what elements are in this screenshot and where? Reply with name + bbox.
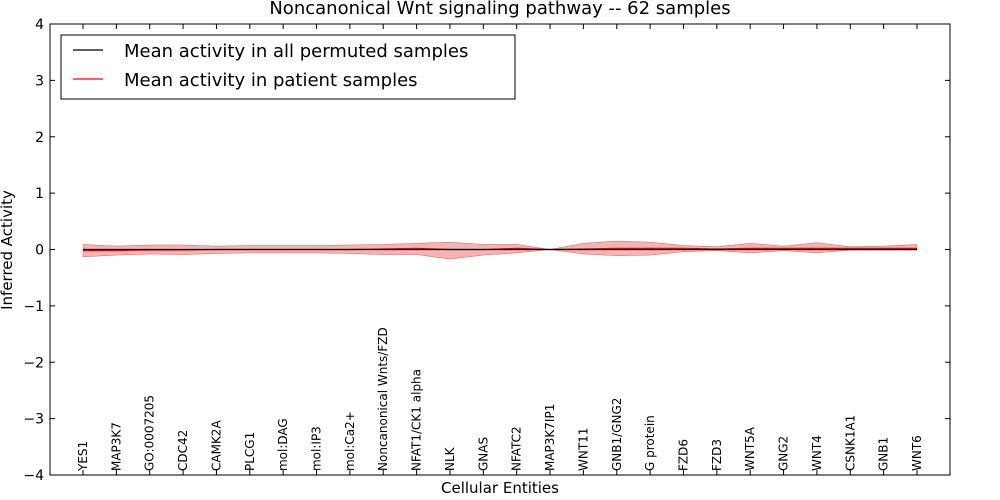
x-tick-label: CSNK1A1 xyxy=(843,415,857,471)
x-tick-label: Noncanonical Wnts/FZD xyxy=(376,327,390,471)
legend-box xyxy=(60,34,516,100)
x-tick-label: MAP3K7 xyxy=(109,422,123,471)
y-tick-label: 2 xyxy=(35,130,44,146)
x-tick-label: GNG2 xyxy=(777,436,791,471)
y-axis: −4 −3 −2 −1 0 1 2 3 4 xyxy=(23,17,950,484)
x-tick-label: YES1 xyxy=(76,441,90,472)
x-axis-label: Cellular Entities xyxy=(441,479,559,497)
y-tick-label: −2 xyxy=(23,355,44,371)
legend: Mean activity in all permuted samples Me… xyxy=(60,34,516,100)
x-tick-label: CDC42 xyxy=(176,430,190,471)
x-axis: YES1 MAP3K7 GO:0007205 CDC42 CAMK2A PLCG1 mol:… xyxy=(76,24,924,475)
x-tick-label: MAP3K7IP1 xyxy=(543,404,557,471)
x-tick-label: GNAS xyxy=(476,437,490,471)
x-tick-label: mol:DAG xyxy=(276,418,290,471)
y-tick-label: 0 xyxy=(35,243,44,259)
x-tick-label: FZD3 xyxy=(710,439,724,471)
x-tick-label: FZD6 xyxy=(676,439,690,471)
x-tick-label: NLK xyxy=(443,446,457,471)
legend-label-permuted: Mean activity in all permuted samples xyxy=(124,41,468,62)
x-tick-label: WNT5A xyxy=(743,426,757,471)
x-tick-label: WNT11 xyxy=(576,428,590,471)
legend-label-patient: Mean activity in patient samples xyxy=(124,70,418,91)
series-line-layer xyxy=(83,247,917,252)
x-tick-label: WNT4 xyxy=(810,435,824,471)
y-tick-label: 4 xyxy=(35,17,44,33)
x-tick-label: CAMK2A xyxy=(209,420,223,471)
y-tick-label: −3 xyxy=(23,412,44,428)
y-tick-label: 3 xyxy=(35,73,44,89)
y-tick-label: −1 xyxy=(23,299,44,315)
y-tick-label: 1 xyxy=(35,186,44,202)
y-axis-label: Inferred Activity xyxy=(0,190,16,310)
x-tick-label: NFATC2 xyxy=(510,426,524,471)
x-tick-label: WNT6 xyxy=(910,435,924,471)
x-tick-label: PLCG1 xyxy=(243,432,257,471)
x-tick-label: GO:0007205 xyxy=(143,395,157,471)
x-tick-label: G protein xyxy=(643,415,657,471)
chart-title: Noncanonical Wnt signaling pathway -- 62… xyxy=(269,0,730,19)
x-tick-label: GNB1 xyxy=(877,437,891,471)
x-tick-label: NFAT1/CK1 alpha xyxy=(410,369,424,471)
x-tick-label: GNB1/GNG2 xyxy=(610,398,624,471)
x-tick-label: mol:Ca2+ xyxy=(343,411,357,471)
y-tick-label: −4 xyxy=(23,468,44,484)
x-tick-label: mol:IP3 xyxy=(310,426,324,471)
